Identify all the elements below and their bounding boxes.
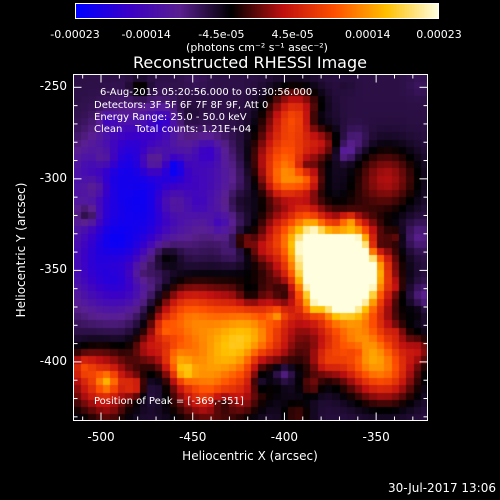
x-tick-label: -400 [270,430,299,444]
y-tick-label: -300 [39,170,67,185]
colorbar-tick-label: -0.00023 [50,28,100,41]
chart-title: Reconstructed RHESSI Image [133,53,367,72]
heatmap-image [73,74,428,421]
y-axis-label: Heliocentric Y (arcsec) [14,182,28,318]
x-tick-label: -350 [362,430,390,444]
colorbar-unit-label: (photons cm⁻² s⁻¹ asec⁻²) [186,41,328,54]
detectors-annotation: Detectors: 3F 5F 6F 7F 8F 9F, Att 0 [94,100,269,111]
time-range-annotation: 6-Aug-2015 05:20:56.000 to 05:30:56.000 [100,87,313,98]
y-tick-label: -250 [39,79,67,94]
colorbar-tick-label: 0.00014 [345,28,391,41]
clean-counts-annotation: Clean Total counts: 1.21E+04 [94,124,252,135]
y-tick-label: -400 [39,353,67,368]
y-tick-label: -350 [39,262,67,277]
colorbar-tick-label: 4.5e-05 [271,28,314,41]
x-tick-label: -450 [179,430,207,444]
colorbar [75,3,439,19]
axis-tick-marks [73,74,428,421]
x-axis-label: Heliocentric X (arcsec) [182,449,318,463]
peak-position-annotation: Position of Peak = [-369,-351] [94,396,244,407]
plot-frame [73,74,428,421]
energy-range-annotation: Energy Range: 25.0 - 50.0 keV [94,112,247,123]
colorbar-tick-label: -4.5e-05 [198,28,245,41]
plot-date: 30-Jul-2017 13:06 [387,481,496,495]
x-tick-label: -500 [87,430,115,444]
colorbar-tick-label: -0.00014 [121,28,171,41]
colorbar-tick-label: 0.00023 [416,28,462,41]
